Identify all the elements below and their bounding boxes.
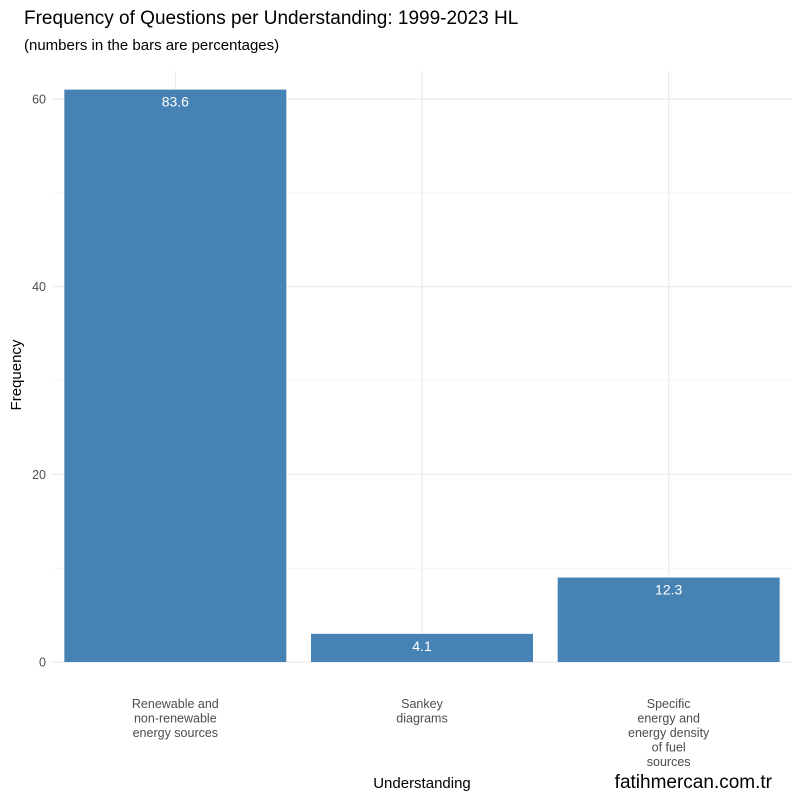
bars [64, 89, 780, 662]
y-tick-label: 40 [32, 280, 46, 294]
bar-value-label: 12.3 [655, 582, 682, 598]
chart-caption: fatihmercan.com.tr [615, 772, 773, 793]
bar [557, 577, 780, 662]
x-axis-title: Understanding [373, 775, 471, 792]
y-tick-label: 0 [39, 656, 46, 670]
bar [311, 633, 533, 662]
bar-value-label: 4.1 [412, 638, 432, 654]
bar-value-label: 83.6 [162, 94, 189, 110]
y-axis-title: Frequency [8, 339, 25, 410]
x-tick-label: Renewable and non-renewable energy sources [132, 697, 219, 740]
chart-subtitle: (numbers in the bars are percentages) [24, 37, 279, 54]
x-tick-label: Sankey diagrams [396, 697, 447, 726]
x-tick-label: Specific energy and energy density of fuel s… [628, 697, 710, 769]
chart-title: Frequency of Questions per Understanding… [24, 8, 518, 29]
y-tick-label: 60 [32, 93, 46, 107]
y-tick-label: 20 [32, 468, 46, 482]
bar [64, 89, 287, 662]
